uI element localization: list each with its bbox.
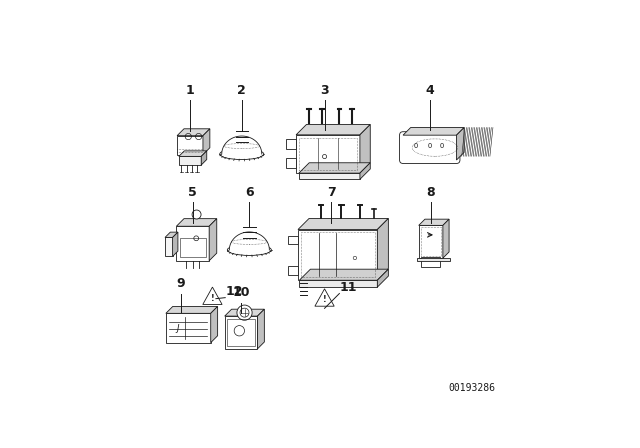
- Polygon shape: [179, 151, 207, 156]
- Polygon shape: [203, 287, 222, 305]
- Text: O: O: [414, 143, 418, 149]
- Polygon shape: [166, 313, 211, 343]
- Polygon shape: [201, 151, 207, 165]
- Polygon shape: [177, 219, 217, 226]
- Polygon shape: [360, 163, 371, 179]
- Polygon shape: [419, 225, 443, 258]
- Text: 2: 2: [237, 84, 246, 97]
- Text: !: !: [211, 294, 214, 303]
- Polygon shape: [209, 219, 217, 261]
- Text: 3: 3: [320, 84, 329, 97]
- Polygon shape: [221, 136, 262, 154]
- Text: !: !: [323, 295, 326, 305]
- Polygon shape: [456, 128, 464, 160]
- Polygon shape: [443, 219, 449, 258]
- Text: 12: 12: [225, 284, 243, 297]
- Polygon shape: [287, 139, 296, 149]
- Polygon shape: [225, 309, 264, 316]
- Polygon shape: [287, 236, 298, 245]
- Polygon shape: [287, 159, 296, 168]
- Text: 4: 4: [426, 84, 434, 97]
- Polygon shape: [257, 309, 264, 349]
- Text: 5: 5: [188, 185, 197, 198]
- Ellipse shape: [220, 149, 264, 159]
- Polygon shape: [417, 258, 451, 261]
- Polygon shape: [203, 129, 210, 155]
- Text: 8: 8: [426, 185, 435, 198]
- Bar: [299, 138, 357, 170]
- Bar: [301, 232, 374, 277]
- Text: 6: 6: [245, 185, 253, 198]
- Text: O: O: [428, 143, 432, 149]
- Text: J: J: [177, 323, 179, 332]
- Polygon shape: [177, 226, 209, 261]
- Polygon shape: [177, 136, 203, 155]
- Polygon shape: [225, 316, 257, 349]
- Text: O: O: [440, 143, 444, 149]
- Bar: [227, 319, 255, 346]
- Polygon shape: [298, 219, 388, 229]
- Polygon shape: [296, 135, 360, 173]
- Polygon shape: [165, 232, 178, 237]
- Polygon shape: [299, 163, 371, 173]
- Bar: [180, 238, 205, 257]
- Text: 10: 10: [232, 286, 250, 299]
- Polygon shape: [177, 129, 210, 136]
- Bar: [420, 228, 441, 256]
- Polygon shape: [287, 267, 298, 275]
- Text: 00193286: 00193286: [448, 383, 495, 392]
- Text: 11: 11: [339, 280, 357, 293]
- Polygon shape: [378, 219, 388, 280]
- Ellipse shape: [227, 245, 271, 255]
- Circle shape: [237, 305, 252, 320]
- Text: 7: 7: [327, 185, 336, 198]
- Polygon shape: [378, 269, 388, 287]
- Polygon shape: [211, 306, 218, 343]
- Polygon shape: [403, 128, 464, 135]
- Polygon shape: [299, 173, 360, 179]
- Polygon shape: [229, 232, 269, 250]
- Polygon shape: [300, 280, 378, 287]
- Text: 1: 1: [186, 84, 195, 97]
- Polygon shape: [296, 125, 371, 135]
- Text: 9: 9: [177, 277, 186, 290]
- Polygon shape: [315, 289, 334, 306]
- Polygon shape: [165, 237, 173, 256]
- Polygon shape: [419, 219, 449, 225]
- Polygon shape: [360, 125, 371, 173]
- Polygon shape: [173, 232, 178, 256]
- Polygon shape: [300, 269, 388, 280]
- Circle shape: [192, 210, 201, 219]
- Polygon shape: [166, 306, 218, 313]
- Bar: [422, 257, 440, 267]
- Polygon shape: [298, 229, 378, 280]
- Polygon shape: [179, 156, 201, 165]
- FancyBboxPatch shape: [399, 132, 460, 164]
